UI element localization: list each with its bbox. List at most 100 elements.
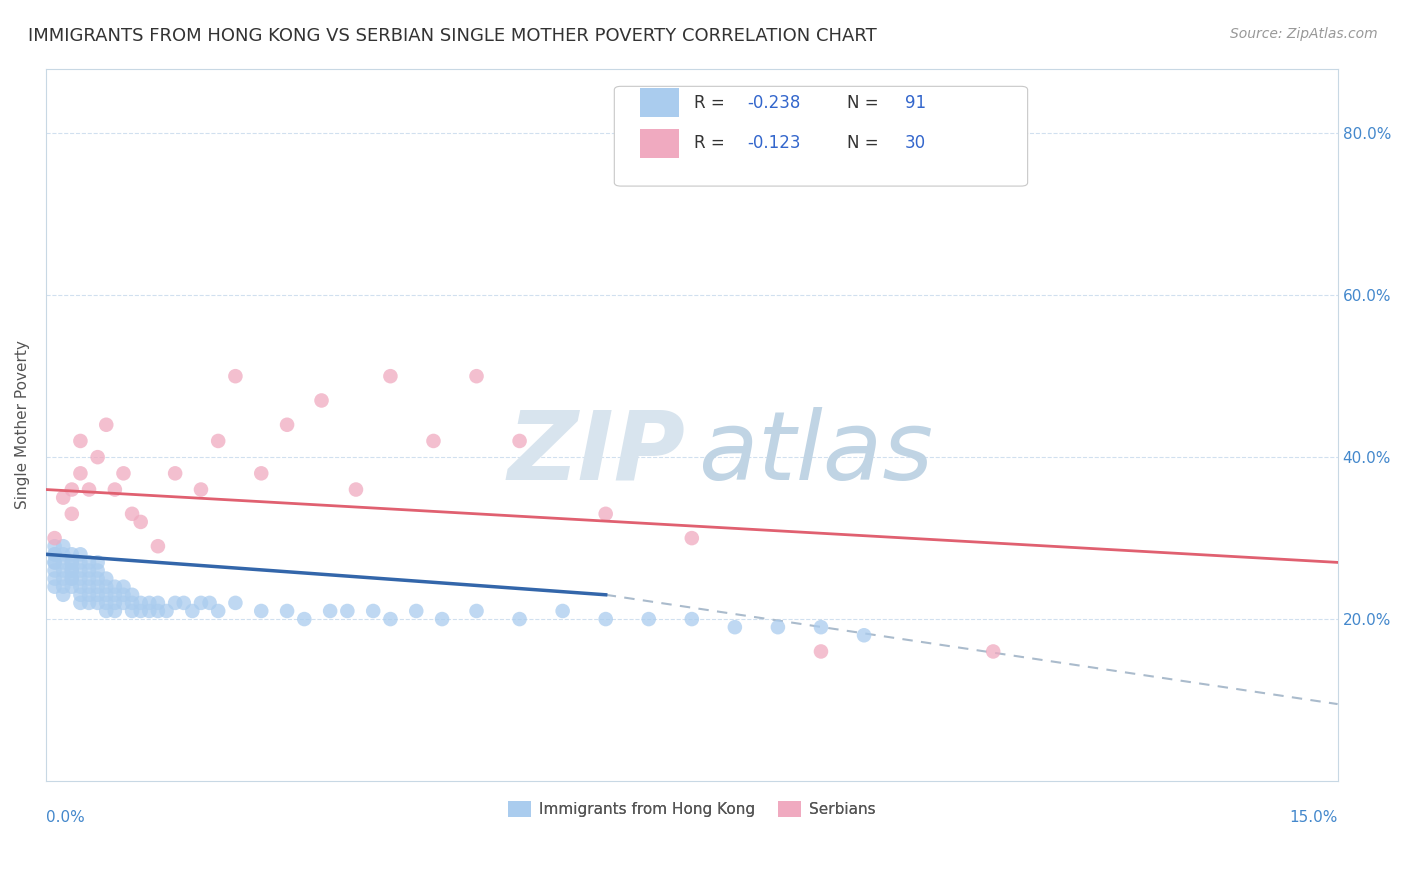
FancyBboxPatch shape xyxy=(640,129,679,158)
Point xyxy=(96,588,118,602)
Point xyxy=(69,547,91,561)
Text: ZIP: ZIP xyxy=(508,407,685,500)
Point xyxy=(44,555,66,569)
Point xyxy=(60,555,83,569)
Point xyxy=(104,596,127,610)
FancyBboxPatch shape xyxy=(640,88,679,117)
Point xyxy=(766,620,789,634)
Point xyxy=(52,547,75,561)
Point xyxy=(129,596,152,610)
Point xyxy=(509,434,531,448)
Point xyxy=(681,612,703,626)
Point xyxy=(44,531,66,545)
Point xyxy=(112,596,135,610)
Text: N =: N = xyxy=(846,94,884,112)
Point xyxy=(86,588,108,602)
Point xyxy=(724,620,747,634)
Point xyxy=(165,596,187,610)
Point xyxy=(190,483,212,497)
Point xyxy=(380,612,402,626)
Point xyxy=(44,564,66,578)
Text: R =: R = xyxy=(695,135,730,153)
Point xyxy=(60,564,83,578)
Point xyxy=(465,369,488,384)
Point xyxy=(810,644,832,658)
Point xyxy=(509,612,531,626)
Point xyxy=(551,604,574,618)
Y-axis label: Single Mother Poverty: Single Mother Poverty xyxy=(15,341,30,509)
Point xyxy=(129,604,152,618)
Text: R =: R = xyxy=(695,94,730,112)
Point xyxy=(60,547,83,561)
Point xyxy=(207,604,229,618)
Point xyxy=(405,604,427,618)
Point xyxy=(52,555,75,569)
Point xyxy=(96,580,118,594)
Text: -0.123: -0.123 xyxy=(748,135,801,153)
Point xyxy=(595,507,617,521)
Text: 91: 91 xyxy=(905,94,927,112)
Point xyxy=(121,588,143,602)
Point xyxy=(292,612,315,626)
Point xyxy=(77,572,100,586)
Point xyxy=(104,588,127,602)
Point xyxy=(52,539,75,553)
Point xyxy=(336,604,359,618)
Point xyxy=(96,604,118,618)
Point xyxy=(224,596,246,610)
Text: -0.238: -0.238 xyxy=(748,94,801,112)
Point xyxy=(146,604,169,618)
Text: atlas: atlas xyxy=(699,407,934,500)
Point xyxy=(77,580,100,594)
Point xyxy=(121,604,143,618)
Point xyxy=(146,596,169,610)
Point xyxy=(60,483,83,497)
Point xyxy=(681,531,703,545)
Point xyxy=(69,467,91,481)
Point xyxy=(250,604,273,618)
Point xyxy=(121,596,143,610)
Point xyxy=(173,596,195,610)
Point xyxy=(69,434,91,448)
Point xyxy=(86,580,108,594)
Point xyxy=(96,572,118,586)
Point xyxy=(52,580,75,594)
Point xyxy=(77,588,100,602)
Point xyxy=(361,604,384,618)
Point xyxy=(60,572,83,586)
Point xyxy=(44,547,66,561)
Point xyxy=(146,539,169,553)
Point xyxy=(112,580,135,594)
Point xyxy=(52,564,75,578)
Point xyxy=(181,604,204,618)
Point xyxy=(104,580,127,594)
Point xyxy=(430,612,453,626)
Point xyxy=(60,580,83,594)
Point xyxy=(44,572,66,586)
Point xyxy=(112,588,135,602)
Point xyxy=(224,369,246,384)
Point xyxy=(86,572,108,586)
Point xyxy=(60,564,83,578)
Point xyxy=(595,612,617,626)
Point xyxy=(311,393,333,408)
Point xyxy=(853,628,876,642)
Point xyxy=(86,596,108,610)
Point xyxy=(69,596,91,610)
Point xyxy=(44,555,66,569)
Point xyxy=(96,596,118,610)
Point xyxy=(77,596,100,610)
Point xyxy=(69,588,91,602)
Point xyxy=(69,580,91,594)
Point xyxy=(77,555,100,569)
Text: 0.0%: 0.0% xyxy=(46,810,84,824)
Point xyxy=(190,596,212,610)
Point xyxy=(276,417,298,432)
FancyBboxPatch shape xyxy=(614,87,1028,186)
Point xyxy=(52,588,75,602)
Point xyxy=(810,620,832,634)
Point xyxy=(276,604,298,618)
Point xyxy=(637,612,659,626)
Point xyxy=(344,483,367,497)
Point xyxy=(207,434,229,448)
